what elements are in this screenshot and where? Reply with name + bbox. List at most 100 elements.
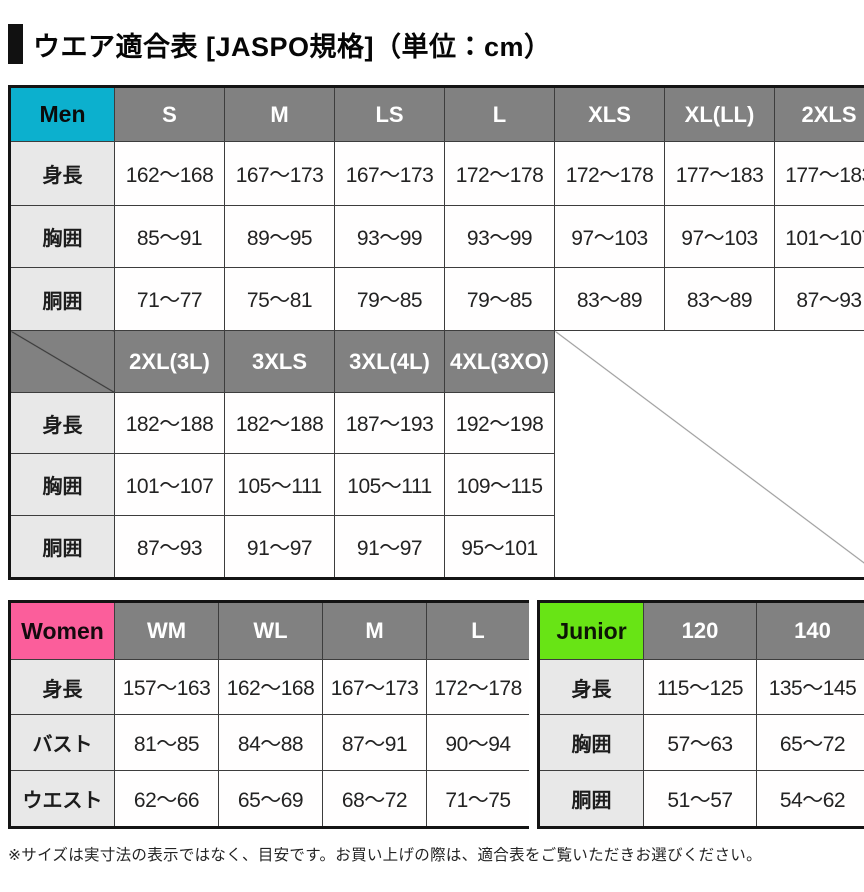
junior-size-header: 140 [756, 601, 864, 660]
diagonal-empty-area [554, 330, 864, 579]
men-table: Men S M LS L XLS XL(LL) 2XLS 身長 162～168 … [8, 85, 864, 580]
men-size-header: 3XLS [224, 330, 335, 393]
men-size-table: Men S M LS L XLS XL(LL) 2XLS 身長 162～168 … [8, 85, 864, 580]
table-row: バスト 81～85 84～88 87～91 90～94 [9, 714, 529, 771]
value-cell: 83～89 [664, 267, 775, 331]
row-label-height: 身長 [9, 392, 115, 454]
table-row: 胴囲 51～57 54～62 [538, 770, 864, 828]
value-cell: 51～57 [643, 770, 757, 828]
table-row: 身長 162～168 167～173 167～173 172～178 172～1… [9, 141, 864, 206]
value-cell: 71～75 [426, 770, 529, 828]
value-cell: 62～66 [114, 770, 219, 828]
value-cell: 167～173 [334, 141, 445, 206]
row-label-chest: 胸囲 [9, 453, 115, 516]
row-label-waist: 胴囲 [9, 267, 115, 331]
value-cell: 57～63 [643, 714, 757, 771]
value-cell: 135～145 [756, 659, 864, 715]
page-title-text: ウエア適合表 [JASPO規格]（単位：cm） [33, 31, 552, 62]
row-label-west: ウエスト [9, 770, 115, 828]
value-cell: 71～77 [114, 267, 225, 331]
value-cell: 93～99 [444, 205, 555, 268]
value-cell: 167～173 [322, 659, 427, 715]
row-label-waist: 胴囲 [538, 770, 644, 828]
value-cell: 105～111 [224, 453, 335, 516]
women-size-header: WL [218, 601, 323, 660]
title-accent-bar [8, 24, 23, 64]
junior-size-header: 120 [643, 601, 757, 660]
women-size-header: M [322, 601, 427, 660]
value-cell: 172～178 [444, 141, 555, 206]
women-size-table: Women WM WL M L 身長 157～163 162～168 167～1… [8, 600, 529, 829]
value-cell: 172～178 [426, 659, 529, 715]
value-cell: 79～85 [444, 267, 555, 331]
value-cell: 182～188 [114, 392, 225, 454]
men-size-header: 3XL(4L) [334, 330, 445, 393]
men-size-header: S [114, 86, 225, 142]
value-cell: 115～125 [643, 659, 757, 715]
junior-table: Junior 120 140 身長 115～125 135～145 胸囲 57～… [537, 600, 864, 829]
table-row: 胴囲 71～77 75～81 79～85 79～85 83～89 83～89 8… [9, 267, 864, 331]
table-row: 胴囲 87～93 91～97 91～97 95～101 [9, 515, 864, 579]
men-size-header: 2XLS [774, 86, 864, 142]
value-cell: 81～85 [114, 714, 219, 771]
value-cell: 162～168 [114, 141, 225, 206]
value-cell: 87～93 [114, 515, 225, 579]
value-cell: 101～107 [774, 205, 864, 268]
women-header-cell: Women [9, 601, 115, 660]
value-cell: 177～183 [774, 141, 864, 206]
diagonal-corner-cell [9, 330, 115, 393]
table-row: 胸囲 101～107 105～111 105～111 109～115 [9, 453, 864, 516]
women-size-header: L [426, 601, 529, 660]
value-cell: 75～81 [224, 267, 335, 331]
value-cell: 109～115 [444, 453, 555, 516]
men-size-header: XLS [554, 86, 665, 142]
value-cell: 172～178 [554, 141, 665, 206]
value-cell: 162～168 [218, 659, 323, 715]
men-size-header: LS [334, 86, 445, 142]
men-size-header: 4XL(3XO) [444, 330, 555, 393]
page-title: ウエア適合表 [JASPO規格]（単位：cm） [8, 24, 552, 64]
value-cell: 79～85 [334, 267, 445, 331]
value-cell: 157～163 [114, 659, 219, 715]
value-cell: 97～103 [554, 205, 665, 268]
table-row: 身長 115～125 135～145 [538, 659, 864, 715]
row-label-height: 身長 [9, 659, 115, 715]
size-disclaimer-note: ※サイズは実寸法の表示ではなく、目安です。お買い上げの際は、適合表をご覧いただき… [8, 847, 762, 864]
table-row: 胸囲 57～63 65～72 [538, 714, 864, 771]
value-cell: 182～188 [224, 392, 335, 454]
women-size-header: WM [114, 601, 219, 660]
value-cell: 54～62 [756, 770, 864, 828]
value-cell: 65～72 [756, 714, 864, 771]
value-cell: 65～69 [218, 770, 323, 828]
value-cell: 91～97 [334, 515, 445, 579]
table-row: 身長 182～188 182～188 187～193 192～198 [9, 392, 864, 454]
value-cell: 91～97 [224, 515, 335, 579]
row-label-chest: 胸囲 [538, 714, 644, 771]
row-label-bust: バスト [9, 714, 115, 771]
value-cell: 68～72 [322, 770, 427, 828]
men-size-header: XL(LL) [664, 86, 775, 142]
value-cell: 105～111 [334, 453, 445, 516]
value-cell: 89～95 [224, 205, 335, 268]
men-size-header: L [444, 86, 555, 142]
value-cell: 84～88 [218, 714, 323, 771]
value-cell: 83～89 [554, 267, 665, 331]
table-row: 身長 157～163 162～168 167～173 172～178 [9, 659, 529, 715]
table-row: ウエスト 62～66 65～69 68～72 71～75 [9, 770, 529, 828]
value-cell: 187～193 [334, 392, 445, 454]
row-label-height: 身長 [538, 659, 644, 715]
junior-size-table: Junior 120 140 身長 115～125 135～145 胸囲 57～… [537, 600, 864, 829]
value-cell: 177～183 [664, 141, 775, 206]
value-cell: 95～101 [444, 515, 555, 579]
men-header-cell: Men [9, 86, 115, 142]
value-cell: 101～107 [114, 453, 225, 516]
value-cell: 93～99 [334, 205, 445, 268]
row-label-waist: 胴囲 [9, 515, 115, 579]
table-row: 胸囲 85～91 89～95 93～99 93～99 97～103 97～103… [9, 205, 864, 268]
junior-header-cell: Junior [538, 601, 644, 660]
value-cell: 87～93 [774, 267, 864, 331]
value-cell: 87～91 [322, 714, 427, 771]
value-cell: 192～198 [444, 392, 555, 454]
value-cell: 97～103 [664, 205, 775, 268]
